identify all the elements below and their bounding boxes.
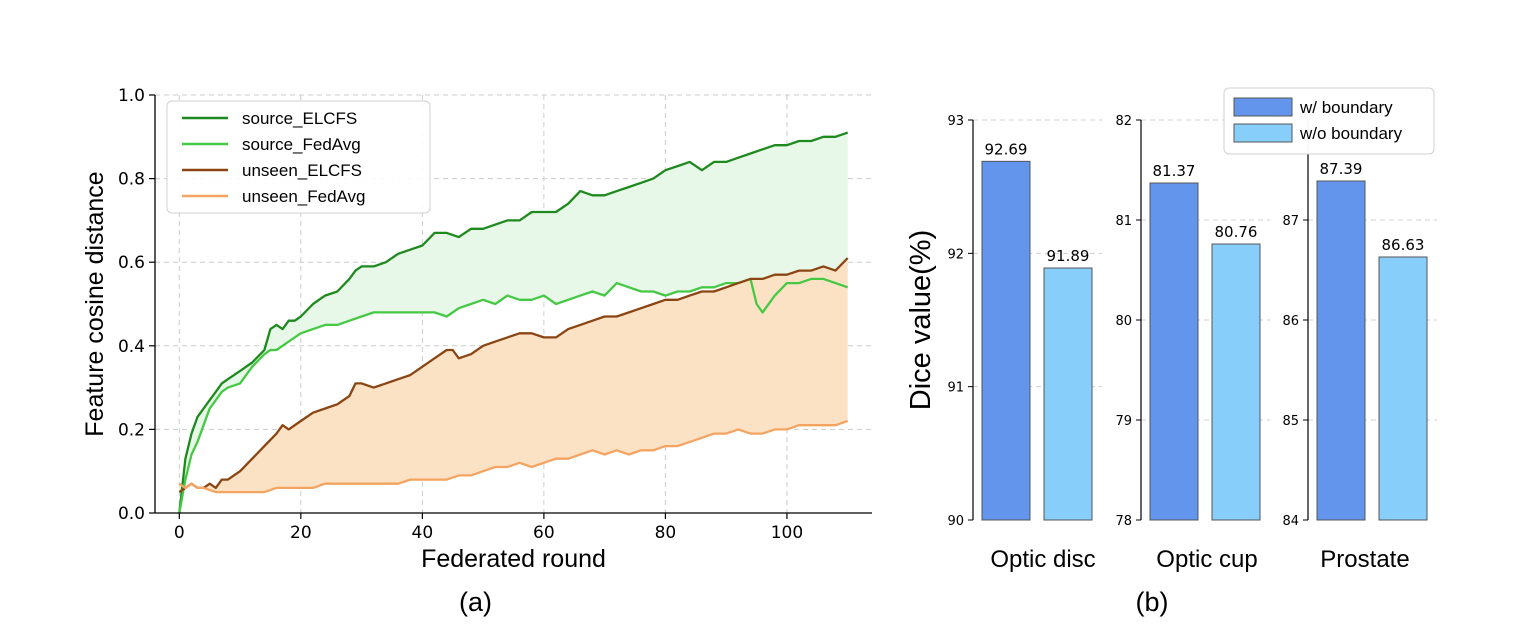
legend: w/ boundary w/o boundary <box>1223 87 1435 155</box>
y-tick-label: 78 <box>1115 514 1132 529</box>
category-label: Prostate <box>1320 546 1409 573</box>
y-axis-label: Feature cosine distance <box>81 171 109 436</box>
y-axis-label: Dice value(%) <box>905 230 937 411</box>
legend-label: w/o boundary <box>1299 124 1403 143</box>
series-line-source_ELCFS <box>178 131 849 514</box>
panel-label-a: (a) <box>459 587 492 617</box>
category-label: Optic disc <box>990 546 1095 573</box>
y-tick-label: 87 <box>1282 214 1299 229</box>
y-tick-label: 0.2 <box>118 420 145 440</box>
y-tick-label: 1.0 <box>118 86 145 106</box>
y-tick-label: 85 <box>1282 414 1299 429</box>
legend-label: source_FedAvg <box>242 135 361 154</box>
x-axis-label: Federated round <box>421 545 606 573</box>
bar-value-label: 91.89 <box>1047 247 1090 265</box>
shaded-region <box>179 258 848 493</box>
subplot-optic-disc: 92.69 91.89 90 91 92 93 Optic disc <box>947 114 1102 573</box>
y-tick-label: 90 <box>947 514 964 529</box>
series-line-source_FedAvg <box>178 277 849 514</box>
y-tick-label: 0.6 <box>118 253 145 273</box>
x-tick-label: 100 <box>771 523 803 543</box>
bar-w-o-boundary <box>1211 243 1261 521</box>
legend-label: unseen_FedAvg <box>242 187 366 206</box>
y-tick-label: 86 <box>1282 314 1299 329</box>
y-tick-label: 84 <box>1282 514 1299 529</box>
bar-w-o-boundary <box>1378 256 1428 521</box>
x-tick-label: 80 <box>655 523 677 543</box>
y-tick-label: 0.8 <box>118 170 145 190</box>
legend-label: source_ELCFS <box>242 109 357 128</box>
series-line-unseen_FedAvg <box>178 419 849 494</box>
bar-w-boundary <box>1316 180 1366 521</box>
bar-value-label: 80.76 <box>1215 223 1258 241</box>
y-tick-label: 79 <box>1115 414 1132 429</box>
bar-value-label: 92.69 <box>985 140 1028 158</box>
bar-w-o-boundary <box>1043 267 1093 521</box>
legend-label: unseen_ELCFS <box>242 161 362 180</box>
y-tick-label: 92 <box>947 247 964 262</box>
bar-w-boundary <box>981 160 1031 521</box>
panel-label-b: (b) <box>1136 587 1169 617</box>
bar-value-label: 81.37 <box>1153 162 1196 180</box>
bar-value-label: 87.39 <box>1320 160 1363 178</box>
bar-value-label: 86.63 <box>1382 236 1425 254</box>
legend-box <box>166 100 431 214</box>
subplot-optic-cup: 81.37 80.76 78 79 80 81 82 Optic cup <box>1115 114 1270 573</box>
y-tick-label: 81 <box>1115 214 1132 229</box>
x-tick-label: 60 <box>533 523 555 543</box>
x-tick-label: 20 <box>290 523 312 543</box>
legend: source_ELCFS source_FedAvg unseen_ELCFSuns… <box>166 100 431 214</box>
y-tick-label: 0.0 <box>118 504 145 524</box>
y-tick-label: 82 <box>1115 114 1132 129</box>
bar-w-boundary <box>1149 182 1199 521</box>
x-tick-label: 40 <box>412 523 434 543</box>
y-tick-label: 91 <box>947 381 964 396</box>
subplot-prostate: 87.39 86.63 84 85 86 87 Prostate <box>1282 120 1437 573</box>
legend-swatch <box>1233 97 1293 117</box>
y-tick-label: 80 <box>1115 314 1132 329</box>
series-line-unseen_ELCFS <box>178 257 849 494</box>
category-label: Optic cup <box>1156 546 1257 573</box>
x-tick-label: 0 <box>174 523 185 543</box>
y-tick-label: 93 <box>947 114 964 129</box>
legend-label: w/ boundary <box>1299 98 1393 117</box>
shaded-region <box>179 132 848 513</box>
y-tick-label: 0.4 <box>118 337 145 357</box>
legend-swatch <box>1233 123 1293 143</box>
